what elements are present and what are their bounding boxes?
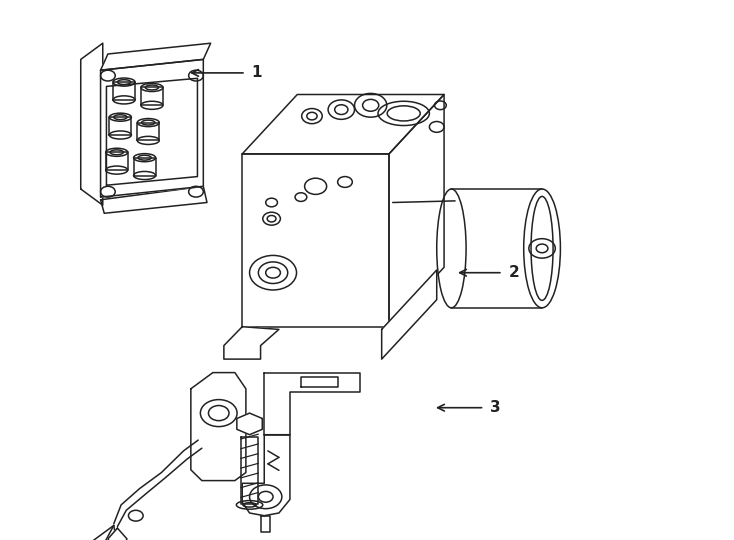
Text: 3: 3 — [490, 400, 501, 415]
Polygon shape — [106, 78, 197, 185]
Polygon shape — [113, 82, 135, 100]
Polygon shape — [224, 327, 279, 359]
Polygon shape — [134, 158, 156, 176]
Text: 1: 1 — [252, 65, 262, 80]
Polygon shape — [106, 152, 128, 170]
Polygon shape — [141, 87, 163, 105]
Polygon shape — [382, 270, 437, 359]
Polygon shape — [242, 435, 290, 516]
Polygon shape — [264, 373, 360, 435]
Polygon shape — [137, 123, 159, 140]
Polygon shape — [101, 43, 211, 70]
Polygon shape — [301, 377, 338, 387]
Text: 2: 2 — [509, 265, 520, 280]
Polygon shape — [241, 437, 258, 504]
Polygon shape — [242, 154, 389, 327]
Polygon shape — [261, 516, 270, 532]
Polygon shape — [191, 373, 246, 481]
Polygon shape — [237, 413, 262, 435]
Polygon shape — [108, 528, 127, 540]
Polygon shape — [101, 186, 207, 213]
Polygon shape — [109, 117, 131, 135]
Polygon shape — [101, 59, 203, 197]
Polygon shape — [81, 43, 103, 205]
Polygon shape — [389, 94, 444, 327]
Polygon shape — [242, 94, 444, 154]
